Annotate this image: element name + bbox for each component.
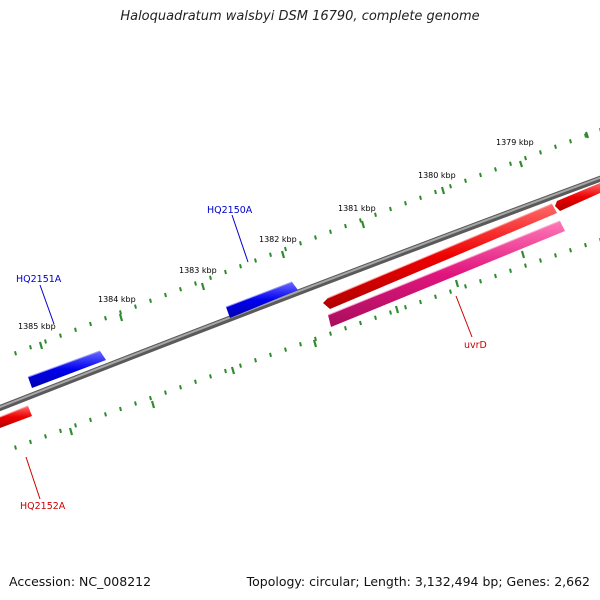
gene-label-hq2152a[interactable]: HQ2152A	[20, 501, 66, 512]
gene-uvrd-cds[interactable]	[327, 220, 565, 327]
scale-label-1383kbp: 1383 kbp	[179, 266, 217, 275]
gene-label-hq2150a[interactable]: HQ2150A	[207, 205, 253, 216]
callout-line-hq2152a	[25, 456, 41, 500]
tick-marks-outer	[14, 128, 600, 356]
scale-label-1382kbp: 1382 kbp	[259, 235, 297, 244]
callout-line-uvrd	[455, 295, 473, 338]
outer-major-ticks	[38, 131, 590, 350]
gene-hq2150a[interactable]	[225, 281, 298, 318]
tick-marks-inner	[14, 238, 600, 450]
scale-labels: 1379 kbp 1380 kbp 1381 kbp 1382 kbp 1383…	[18, 138, 534, 331]
gene-callouts: HQ2150A HQ2151A uvrD HQ2152A	[16, 205, 487, 512]
scale-label-1385kbp: 1385 kbp	[18, 322, 56, 331]
callout-line-hq2150a	[231, 214, 249, 263]
gene-adjacent-right[interactable]	[555, 183, 600, 211]
gene-label-uvrd[interactable]: uvrD	[464, 340, 487, 351]
accession-label: Accession: NC_008212	[9, 574, 152, 589]
scale-label-1381kbp: 1381 kbp	[338, 204, 376, 213]
outer-tick-row	[14, 128, 600, 356]
forward-strand-genes	[27, 281, 298, 388]
scale-label-1380kbp: 1380 kbp	[418, 171, 456, 180]
inner-major-ticks	[68, 250, 526, 436]
scale-label-1379kbp: 1379 kbp	[496, 138, 534, 147]
inner-tick-row	[14, 238, 600, 450]
genome-backbone	[0, 175, 600, 412]
gene-hq2151a[interactable]	[27, 350, 106, 388]
genome-title: Haloquadratum walsbyi DSM 16790, complet…	[120, 9, 480, 24]
scale-label-1384kbp: 1384 kbp	[98, 295, 136, 304]
gene-uvrd-locus[interactable]	[323, 203, 557, 309]
callout-line-hq2151a	[39, 284, 55, 325]
gene-label-hq2151a[interactable]: HQ2151A	[16, 274, 62, 285]
topology-label: Topology: circular; Length: 3,132,494 bp…	[246, 574, 590, 589]
reverse-strand-genes	[0, 183, 600, 428]
gene-hq2152a[interactable]	[0, 405, 32, 428]
